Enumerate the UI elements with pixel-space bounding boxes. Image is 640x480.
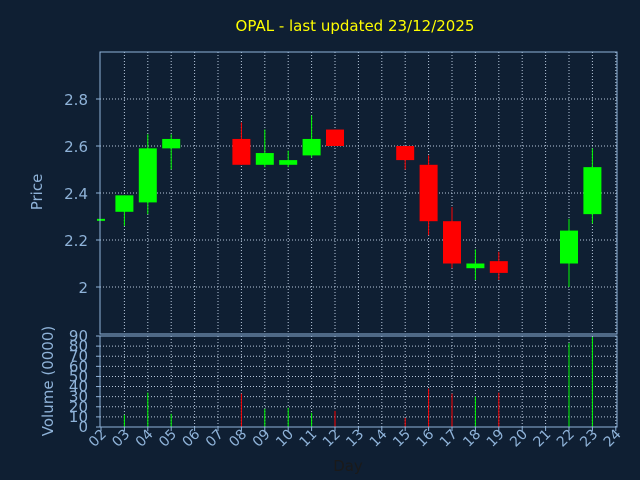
candle-body-16	[419, 164, 438, 222]
candle-body-18	[466, 263, 485, 269]
price-candles	[97, 115, 602, 287]
chart-title: OPAL - last updated 23/12/2025	[236, 17, 475, 35]
volume-tick-label-5: 50	[69, 367, 88, 385]
candle-body-11	[302, 138, 321, 156]
candle-body-03	[115, 195, 134, 212]
volume-axis-title: Volume (0000)	[39, 326, 57, 436]
candle-body-10	[279, 160, 298, 165]
price-tick-label-4: 2.8	[64, 91, 88, 109]
price-panel-frame	[99, 51, 618, 335]
candle-body-02	[97, 218, 105, 221]
volume-bars	[123, 337, 593, 427]
candle-body-22	[560, 230, 578, 264]
volume-tick-label-2: 20	[69, 398, 88, 416]
candle-body-19	[489, 261, 508, 273]
volume-tick-label-3: 30	[69, 388, 88, 406]
volume-tick-label-7: 70	[69, 347, 88, 365]
volume-tick-label-1: 10	[69, 408, 88, 426]
candle-body-15	[396, 146, 415, 161]
volume-tick-label-9: 90	[69, 327, 88, 345]
price-gridlines	[100, 52, 617, 334]
day-axis-title: Day	[333, 457, 363, 475]
candle-body-04	[138, 148, 157, 203]
price-tick-label-3: 2.6	[64, 138, 88, 156]
volume-tick-label-0: 0	[78, 418, 88, 436]
price-tick-label-0: 2	[78, 279, 88, 297]
candle-body-09	[255, 153, 274, 165]
volume-tick-label-8: 80	[69, 337, 88, 355]
candle-body-08	[232, 138, 251, 165]
volume-tick-label-6: 60	[69, 357, 88, 375]
candle-body-05	[162, 138, 181, 149]
price-tick-label-2: 2.4	[64, 185, 88, 203]
candle-body-17	[443, 221, 461, 264]
price-tick-label-1: 2.2	[64, 232, 88, 250]
candle-body-23	[583, 167, 602, 215]
axes	[96, 51, 618, 431]
candle-body-12	[326, 129, 344, 146]
price-axis-title: Price	[28, 174, 46, 211]
volume-tick-label-4: 40	[69, 378, 88, 396]
